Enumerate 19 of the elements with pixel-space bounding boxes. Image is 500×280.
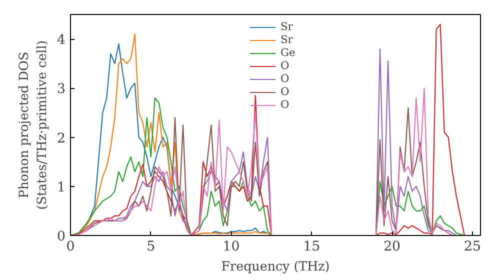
- legend-label: O: [280, 98, 290, 111]
- y-tick-label: 2: [57, 131, 66, 146]
- x-tick-label: 25: [464, 240, 481, 254]
- legend-label: Sr: [280, 20, 294, 33]
- y-tick-label: 3: [57, 82, 66, 98]
- legend-label: O: [280, 59, 290, 72]
- y-tick-label: 0: [57, 230, 66, 244]
- y-tick-label: 1: [57, 180, 66, 196]
- x-tick-label: 5: [146, 240, 156, 254]
- y-tick-label: 4: [57, 33, 66, 48]
- x-axis-title: Frequency (THz): [221, 258, 330, 274]
- legend-label: O: [280, 72, 290, 85]
- y-axis-title: Phonon projected DOS (States/THz·primitive cell): [16, 40, 50, 210]
- x-tick-label: 20: [384, 240, 401, 254]
- x-tick-label: 15: [303, 240, 320, 254]
- legend-label: O: [280, 85, 290, 98]
- legend-label: Sr: [280, 33, 294, 46]
- x-tick-label: 10: [222, 240, 240, 254]
- legend-label: Ge: [280, 46, 296, 59]
